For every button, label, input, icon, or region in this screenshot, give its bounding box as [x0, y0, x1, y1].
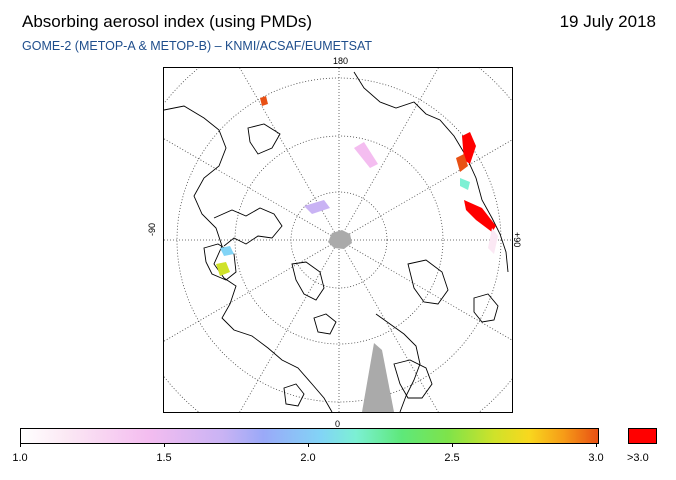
- aerosol-plume-medium-3: [260, 96, 268, 106]
- colorbar-tick: [308, 443, 309, 447]
- coastline-arctic-archipelago: [213, 207, 283, 247]
- pole-no-data: [328, 230, 352, 249]
- colorbar-tick: [20, 443, 21, 447]
- polar-map-svg: [164, 68, 512, 412]
- meridian-lines: [164, 68, 512, 412]
- meridian-w30: [239, 239, 340, 412]
- colorbar-label: 1.0: [12, 452, 28, 464]
- colorbar-tick: [452, 443, 453, 447]
- map-title: Absorbing aerosol index (using PMDs): [22, 12, 313, 31]
- coastline-british-isles: [283, 383, 305, 407]
- lon-label-bottom: 0: [335, 419, 341, 429]
- coastline-siberia: [353, 71, 509, 273]
- coastline-island-a: [247, 123, 281, 155]
- map-date: 19 July 2018: [559, 12, 656, 31]
- aerosol-plume-high-1: [462, 132, 476, 164]
- colorbar-label: 2.5: [444, 452, 460, 464]
- no-data-wedge: [362, 343, 394, 412]
- colorbar-over-box: [628, 428, 657, 444]
- colorbar-over-label: >3.0: [627, 452, 649, 464]
- coastline-iceland: [313, 313, 337, 335]
- aerosol-plume-medium-1: [460, 178, 470, 190]
- colorbar-label: 3.0: [588, 452, 604, 464]
- lon-label-top: 180: [333, 56, 349, 66]
- meridian-w120: [164, 138, 340, 241]
- aerosol-plume-high-3: [464, 200, 496, 232]
- colorbar: [20, 428, 599, 444]
- coastline-baltic: [393, 359, 433, 399]
- polar-map[interactable]: [163, 67, 513, 413]
- colorbar-tick: [596, 443, 597, 447]
- lon-label-right: +90: [512, 232, 522, 248]
- lon-label-left: -90: [147, 222, 157, 236]
- aerosol-plume-low-3: [304, 200, 330, 214]
- coastline-hudson-bay: [203, 243, 237, 281]
- latitude-circle-70: [234, 135, 444, 345]
- meridian-e150: [338, 68, 439, 241]
- meridian-w60: [164, 239, 340, 342]
- aerosol-plume-low-4: [488, 228, 498, 254]
- aerosol-plume-low-2: [354, 142, 378, 168]
- meridian-w150: [239, 68, 340, 241]
- colorbar-tick: [164, 443, 165, 447]
- coastline-novaya-zemlya: [407, 259, 449, 305]
- meridian-e30: [338, 239, 439, 412]
- map-subtitle: GOME-2 (METOP-A & METOP-B) – KNMI/ACSAF/…: [22, 39, 373, 53]
- aerosol-plume-high-2: [456, 154, 468, 172]
- coastline-greenland: [291, 261, 325, 301]
- coastline-east-siberia: [473, 293, 499, 323]
- coastline-scandinavia: [375, 313, 421, 412]
- aerosol-plumes: [216, 96, 498, 276]
- colorbar-label: 1.5: [156, 452, 172, 464]
- coastline-north-america: [164, 105, 333, 412]
- meridian-e60: [338, 239, 512, 341]
- aerosol-plume-low-1: [220, 246, 234, 256]
- aerosol-plume-medium-2: [216, 262, 230, 276]
- colorbar-label: 2.0: [300, 452, 316, 464]
